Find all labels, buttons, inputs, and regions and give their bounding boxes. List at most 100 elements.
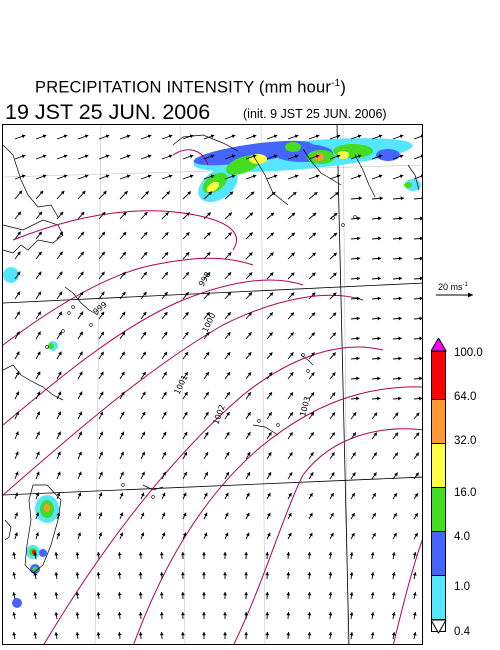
- wind-arrow-head: [145, 191, 149, 195]
- wind-arrow: [286, 571, 291, 580]
- wind-arrow: [77, 174, 89, 180]
- wind-arrow: [54, 552, 59, 560]
- wind-arrow-head: [105, 154, 110, 159]
- wind-arrow-head: [15, 411, 19, 416]
- wind-arrow: [224, 191, 234, 200]
- wind-arrow-head: [414, 513, 418, 517]
- rain-cell: [32, 566, 38, 572]
- wind-arrow: [140, 134, 152, 140]
- wind-arrow-head: [102, 191, 107, 195]
- wind-arrow-head: [75, 592, 80, 596]
- wind-arrow: [266, 154, 278, 160]
- wind-arrow-head: [142, 311, 147, 316]
- wind-arrow-head: [309, 532, 313, 537]
- wind-arrow-head: [286, 552, 291, 556]
- wind-arrow: [413, 134, 422, 140]
- wind-arrow-head: [246, 452, 251, 456]
- wind-arrow-head: [14, 492, 19, 497]
- wind-arrow-head: [37, 331, 41, 336]
- wind-arrow: [265, 571, 270, 580]
- wind-arrow: [35, 391, 41, 400]
- wind-arrow-head: [332, 272, 337, 277]
- wind-arrow-head: [16, 351, 20, 356]
- wind-arrow: [266, 292, 274, 300]
- wind-arrow: [35, 174, 47, 180]
- wind-arrow: [224, 431, 230, 440]
- wind-arrow-head: [333, 232, 338, 237]
- wind-arrow-head: [159, 612, 164, 616]
- wind-arrow-head: [307, 572, 312, 576]
- wind-arrow-head: [267, 512, 271, 517]
- wind-arrow: [56, 231, 64, 240]
- wind-arrow: [223, 611, 227, 620]
- wind-arrow: [77, 211, 85, 220]
- wind-arrow-head: [352, 452, 356, 457]
- wind-arrow-head: [356, 356, 360, 361]
- wind-arrow-head: [249, 212, 253, 217]
- wind-arrow: [329, 312, 337, 320]
- wind-arrow-head: [21, 174, 26, 179]
- wind-arrow-head: [204, 451, 209, 456]
- wind-arrow: [117, 631, 122, 640]
- coastline: [3, 364, 64, 401]
- wind-arrow: [14, 351, 20, 360]
- wind-arrow-head: [204, 492, 208, 497]
- wind-arrow-head: [101, 251, 105, 256]
- wind-arrow: [392, 154, 404, 160]
- wind-arrow: [223, 591, 227, 600]
- wind-arrow-head: [36, 451, 40, 456]
- wind-arrow-head: [289, 352, 294, 356]
- wind-arrow-head: [252, 174, 257, 179]
- wind-arrow: [35, 411, 41, 420]
- lat-line: [3, 476, 422, 496]
- wind-arrow: [119, 271, 127, 280]
- wind-arrow: [159, 611, 164, 620]
- wind-arrow: [391, 592, 396, 600]
- wind-arrow-head: [78, 471, 82, 476]
- island: [151, 495, 155, 499]
- wind-arrow-head: [328, 552, 333, 556]
- wind-arrow-head: [394, 452, 398, 457]
- wind-arrow-head: [204, 471, 208, 476]
- wind-arrow: [182, 331, 189, 340]
- wind-arrow-head: [398, 276, 403, 281]
- wind-arrow: [265, 611, 270, 620]
- wind-arrow: [287, 212, 296, 220]
- wind-arrow-head: [394, 412, 399, 417]
- wind-arrow: [307, 551, 312, 560]
- wind-arrow-head: [291, 252, 295, 257]
- wind-arrow: [308, 191, 318, 200]
- wind-arrow-head: [180, 632, 185, 636]
- wind-arrow: [329, 232, 338, 240]
- wind-arrow-head: [349, 552, 354, 556]
- wind-arrow: [77, 532, 82, 540]
- wind-arrow: [203, 174, 215, 180]
- wind-arrow-head: [331, 452, 335, 457]
- init-time: (init. 9 JST 25 JUN. 2006): [243, 107, 387, 121]
- colorbar-swatch: [431, 400, 446, 444]
- wind-arrow-head: [225, 472, 229, 476]
- wind-arrow: [119, 471, 124, 480]
- wind-arrow-head: [122, 212, 127, 216]
- wind-arrow: [328, 591, 333, 600]
- wind-arrow-head: [286, 632, 291, 636]
- wind-arrow: [266, 212, 275, 220]
- wind-arrow-head: [415, 432, 420, 437]
- wind-arrow: [96, 631, 101, 640]
- wind-arrow: [35, 154, 47, 160]
- wind-arrow: [182, 291, 190, 300]
- wind-arrow: [308, 492, 313, 500]
- wind-arrow: [350, 432, 357, 440]
- wind-arrow-head: [245, 532, 250, 537]
- wind-arrow-head: [18, 190, 23, 195]
- wind-arrow: [35, 492, 40, 500]
- wind-arrow-head: [311, 352, 315, 357]
- wind-arrow-head: [189, 154, 194, 159]
- island: [121, 483, 125, 487]
- wind-arrow-head: [315, 154, 320, 159]
- wind-arrow-head: [36, 431, 40, 436]
- wind-arrow: [266, 391, 273, 400]
- wind-arrow: [202, 591, 206, 600]
- rain-cell: [44, 504, 50, 512]
- wind-arrow-head: [143, 212, 148, 216]
